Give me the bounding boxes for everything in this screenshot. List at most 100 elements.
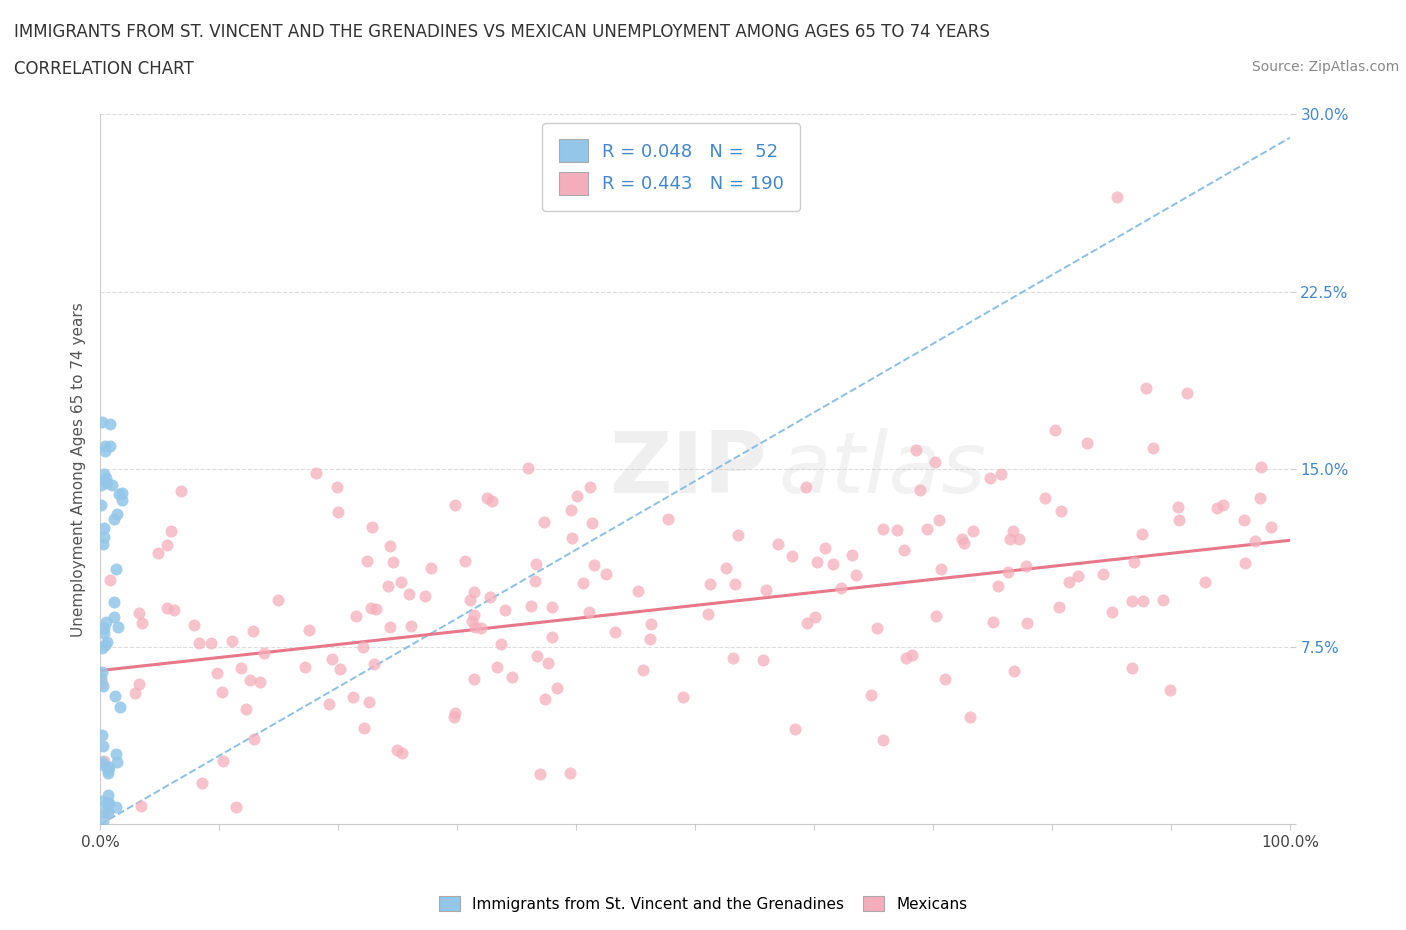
Point: [128, 677, 150, 692]
Point: [894, 650, 917, 665]
Text: Source: ZipAtlas.com: Source: ZipAtlas.com: [1251, 60, 1399, 74]
Point: [981, 615, 1004, 630]
Point: [187, 635, 209, 650]
Point: [962, 524, 984, 538]
Point: [1107, 190, 1129, 205]
Point: [420, 561, 443, 576]
Point: [108, 699, 131, 714]
Point: [463, 585, 485, 600]
Point: [1233, 513, 1256, 528]
Point: [491, 637, 513, 652]
Point: [1135, 380, 1157, 395]
Point: [305, 466, 328, 481]
Point: [796, 616, 818, 631]
Point: [344, 608, 367, 623]
Point: [98, 417, 121, 432]
Point: [1122, 555, 1144, 570]
Point: [494, 602, 516, 617]
Point: [124, 685, 146, 700]
Point: [1002, 664, 1025, 679]
Point: [91, 415, 114, 430]
Point: [845, 567, 868, 582]
Point: [91, 679, 114, 694]
Point: [104, 747, 127, 762]
Point: [235, 701, 257, 716]
Point: [1167, 512, 1189, 527]
Point: [131, 615, 153, 630]
Point: [356, 554, 378, 569]
Point: [755, 583, 778, 598]
Point: [91, 754, 114, 769]
Point: [91, 675, 114, 690]
Point: [821, 556, 844, 571]
Point: [806, 554, 828, 569]
Point: [380, 619, 402, 634]
Point: [1244, 533, 1267, 548]
Point: [859, 687, 882, 702]
Text: ZIP: ZIP: [609, 428, 766, 511]
Point: [96, 805, 118, 820]
Point: [93, 804, 115, 819]
Point: [560, 502, 582, 517]
Point: [97, 788, 120, 803]
Point: [90, 671, 112, 685]
Point: [381, 554, 404, 569]
Point: [1212, 498, 1234, 512]
Point: [105, 562, 128, 577]
Point: [326, 505, 349, 520]
Point: [91, 537, 114, 551]
Point: [578, 480, 600, 495]
Point: [391, 746, 413, 761]
Text: IMMIGRANTS FROM ST. VINCENT AND THE GRENADINES VS MEXICAN UNEMPLOYMENT AMONG AGE: IMMIGRANTS FROM ST. VINCENT AND THE GREN…: [14, 23, 990, 41]
Point: [454, 553, 477, 568]
Point: [378, 538, 401, 553]
Point: [714, 561, 737, 576]
Point: [990, 467, 1012, 482]
Point: [1057, 574, 1080, 589]
Point: [952, 535, 974, 550]
Point: [927, 512, 949, 527]
Point: [243, 732, 266, 747]
Point: [1047, 600, 1070, 615]
Point: [567, 488, 589, 503]
Point: [1101, 604, 1123, 619]
Point: [697, 606, 720, 621]
Point: [699, 577, 721, 591]
Point: [1159, 683, 1181, 698]
Point: [96, 476, 118, 491]
Point: [96, 634, 118, 649]
Point: [93, 753, 115, 768]
Point: [865, 621, 887, 636]
Point: [997, 565, 1019, 579]
Point: [211, 753, 233, 768]
Point: [1049, 503, 1071, 518]
Point: [1002, 524, 1025, 538]
Point: [398, 587, 420, 602]
Point: [97, 765, 120, 780]
Point: [94, 638, 117, 653]
Point: [1121, 593, 1143, 608]
Point: [110, 493, 132, 508]
Point: [1043, 422, 1066, 437]
Point: [108, 486, 131, 501]
Point: [626, 583, 648, 598]
Point: [841, 548, 863, 563]
Point: [752, 653, 775, 668]
Point: [460, 613, 482, 628]
Point: [721, 650, 744, 665]
Point: [389, 575, 412, 590]
Point: [631, 662, 654, 677]
Point: [97, 804, 120, 819]
Point: [534, 692, 557, 707]
Point: [910, 483, 932, 498]
Point: [90, 640, 112, 655]
Point: [794, 480, 817, 495]
Point: [540, 600, 562, 615]
Point: [486, 659, 509, 674]
Point: [443, 710, 465, 724]
Point: [107, 619, 129, 634]
Point: [96, 796, 118, 811]
Point: [90, 498, 112, 512]
Point: [298, 622, 321, 637]
Point: [103, 594, 125, 609]
